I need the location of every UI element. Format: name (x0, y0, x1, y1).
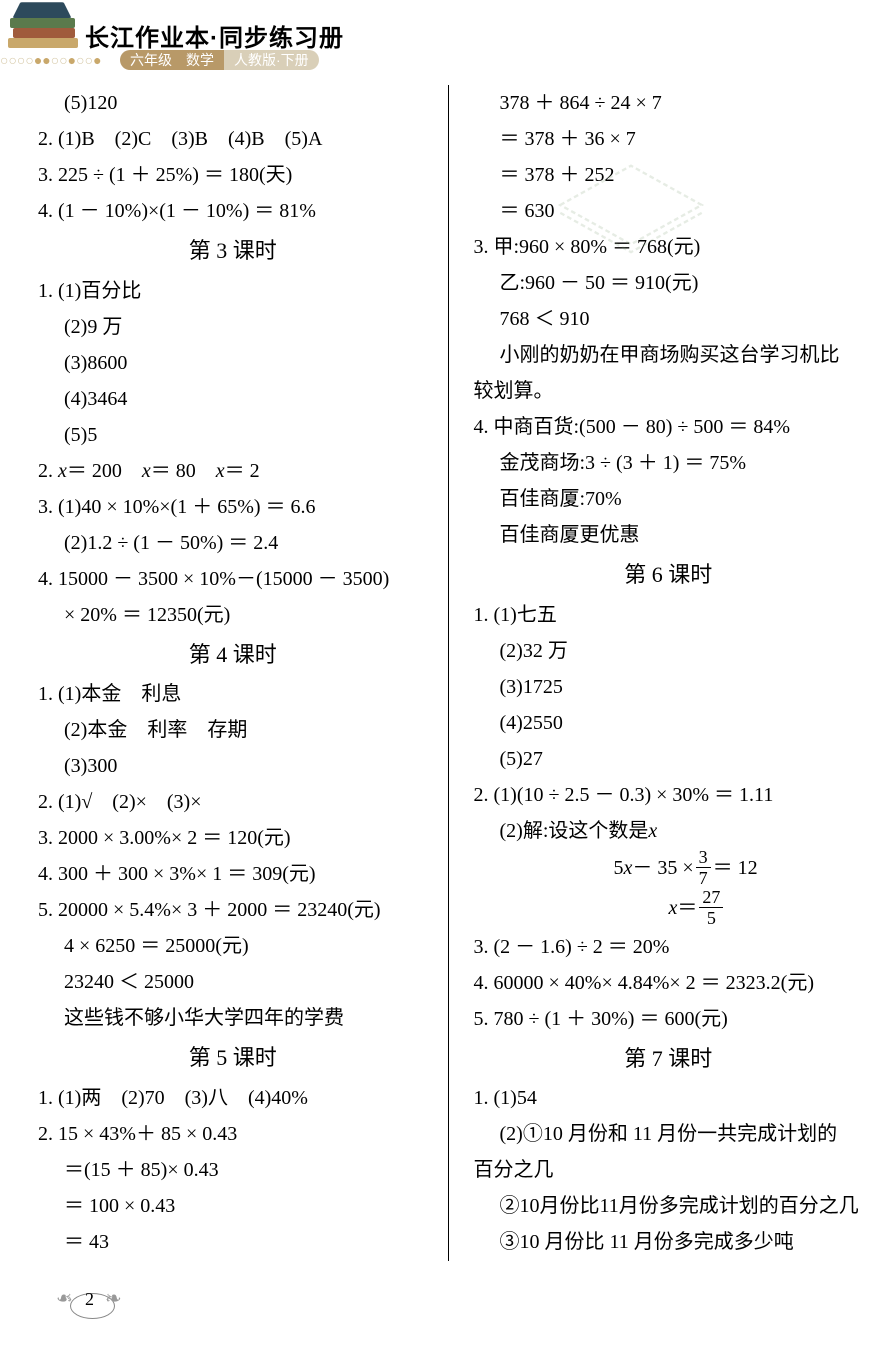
answer-line: x＝275 (474, 890, 864, 929)
answer-line: 5. 780 ÷ (1 ＋ 30%) ＝ 600(元) (474, 1002, 864, 1037)
answer-line: 4. 中商百货:(500 － 80) ÷ 500 ＝ 84% (474, 410, 864, 445)
answer-line: (2)1.2 ÷ (1 － 50%) ＝ 2.4 (38, 526, 428, 561)
answer-line: (2)32 万 (474, 634, 864, 669)
lesson-heading: 第 7 课时 (474, 1040, 864, 1079)
lesson-heading: 第 6 课时 (474, 556, 864, 595)
answer-line: ＝ 630 (474, 194, 864, 229)
answer-line: 2. (1)√ (2)× (3)× (38, 785, 428, 820)
answer-line: (4)2550 (474, 706, 864, 741)
lesson-heading: 第 3 课时 (38, 232, 428, 271)
answer-line: 1. (1)百分比 (38, 274, 428, 309)
answer-line: (2)本金 利率 存期 (38, 713, 428, 748)
page-flourish-right-icon: ❧ (105, 1282, 122, 1317)
answer-line: (2)解:设这个数是x (474, 814, 864, 849)
answer-line: 1. (1)七五 (474, 598, 864, 633)
answer-line: 百佳商厦:70% (474, 482, 864, 517)
answer-line: (5)120 (38, 86, 428, 121)
answer-line: 3. (1)40 × 10%×(1 ＋ 65%) ＝ 6.6 (38, 490, 428, 525)
answer-line: 3. 225 ÷ (1 ＋ 25%) ＝ 180(天) (38, 158, 428, 193)
answer-line: 4. 60000 × 40%× 4.84%× 2 ＝ 2323.2(元) (474, 966, 864, 1001)
answer-line: 小刚的奶奶在甲商场购买这台学习机比 (474, 338, 864, 373)
left-column: (5)120 2. (1)B (2)C (3)B (4)B (5)A 3. 22… (30, 85, 449, 1261)
answer-line: 4. 300 ＋ 300 × 3%× 1 ＝ 309(元) (38, 857, 428, 892)
books-logo-icon (5, 0, 80, 50)
decorative-dots: ○○○○●●○○●○○● (0, 50, 102, 75)
answer-line: 3. (2 － 1.6) ÷ 2 ＝ 20% (474, 930, 864, 965)
answer-line: 2. (1)B (2)C (3)B (4)B (5)A (38, 122, 428, 157)
answer-line: 2. 15 × 43%＋ 85 × 0.43 (38, 1117, 428, 1152)
answer-line: 3. 2000 × 3.00%× 2 ＝ 120(元) (38, 821, 428, 856)
page-header: 长江作业本·同步练习册 ○○○○●●○○●○○● 六年级 数学人教版·下册 (0, 0, 891, 70)
grade-badge: 六年级 数学人教版·下册 (120, 48, 319, 73)
answer-line: (3)300 (38, 749, 428, 784)
answer-line: (2)①10 月份和 11 月份一共完成计划的 (474, 1117, 864, 1152)
answer-line: (3)8600 (38, 346, 428, 381)
answer-line: 较划算。 (474, 374, 864, 409)
answer-line: ＝ 43 (38, 1225, 428, 1260)
answer-line: 1. (1)本金 利息 (38, 677, 428, 712)
answer-line: 金茂商场:3 ÷ (3 ＋ 1) ＝ 75% (474, 446, 864, 481)
answer-line: 4. (1 － 10%)×(1 － 10%) ＝ 81% (38, 194, 428, 229)
answer-line: ＝ 378 ＋ 252 (474, 158, 864, 193)
answer-line: 1. (1)54 (474, 1081, 864, 1116)
answer-line: (5)27 (474, 742, 864, 777)
page-number: 2 (85, 1284, 94, 1316)
answer-line: 5x－ 35 ×37＝ 12 (474, 850, 864, 889)
answer-line: 百佳商厦更优惠 (474, 518, 864, 553)
answer-line: (3)1725 (474, 670, 864, 705)
answer-line: 3. 甲:960 × 80% ＝ 768(元) (474, 230, 864, 265)
edition-label: 人教版·下册 (224, 50, 319, 70)
answer-line: 百分之几 (474, 1153, 864, 1188)
answer-line: 1. (1)两 (2)70 (3)八 (4)40% (38, 1081, 428, 1116)
lesson-heading: 第 5 课时 (38, 1039, 428, 1078)
answer-line: ＝ 378 ＋ 36 × 7 (474, 122, 864, 157)
answer-line: ＝ 100 × 0.43 (38, 1189, 428, 1224)
answer-line: 2. (1)(10 ÷ 2.5 － 0.3) × 30% ＝ 1.11 (474, 778, 864, 813)
answer-line: 5. 20000 × 5.4%× 3 ＋ 2000 ＝ 23240(元) (38, 893, 428, 928)
answer-line: (5)5 (38, 418, 428, 453)
answer-line: 2. x＝ 200 x＝ 80 x＝ 2 (38, 454, 428, 489)
right-column: 378 ＋ 864 ÷ 24 × 7 ＝ 378 ＋ 36 × 7 ＝ 378 … (449, 85, 872, 1261)
answer-line: × 20% ＝ 12350(元) (38, 598, 428, 633)
answer-line: 378 ＋ 864 ÷ 24 × 7 (474, 86, 864, 121)
answer-line: 乙:960 － 50 ＝ 910(元) (474, 266, 864, 301)
answer-line: (4)3464 (38, 382, 428, 417)
answer-line: ＝(15 ＋ 85)× 0.43 (38, 1153, 428, 1188)
lesson-heading: 第 4 课时 (38, 636, 428, 675)
content-area: (5)120 2. (1)B (2)C (3)B (4)B (5)A 3. 22… (0, 80, 891, 1261)
answer-line: 4 × 6250 ＝ 25000(元) (38, 929, 428, 964)
grade-label: 六年级 数学 (120, 50, 224, 70)
answer-line: ②10月份比11月份多完成计划的百分之几 (474, 1189, 864, 1224)
answer-line: ③10 月份比 11 月份多完成多少吨 (474, 1225, 864, 1260)
answer-line: (2)9 万 (38, 310, 428, 345)
answer-line: 4. 15000 － 3500 × 10%－(15000 － 3500) (38, 562, 428, 597)
page-flourish-left-icon: ❧ (56, 1282, 73, 1317)
answer-line: 这些钱不够小华大学四年的学费 (38, 1001, 428, 1036)
answer-line: 23240 ＜ 25000 (38, 965, 428, 1000)
answer-line: 768 ＜ 910 (474, 302, 864, 337)
